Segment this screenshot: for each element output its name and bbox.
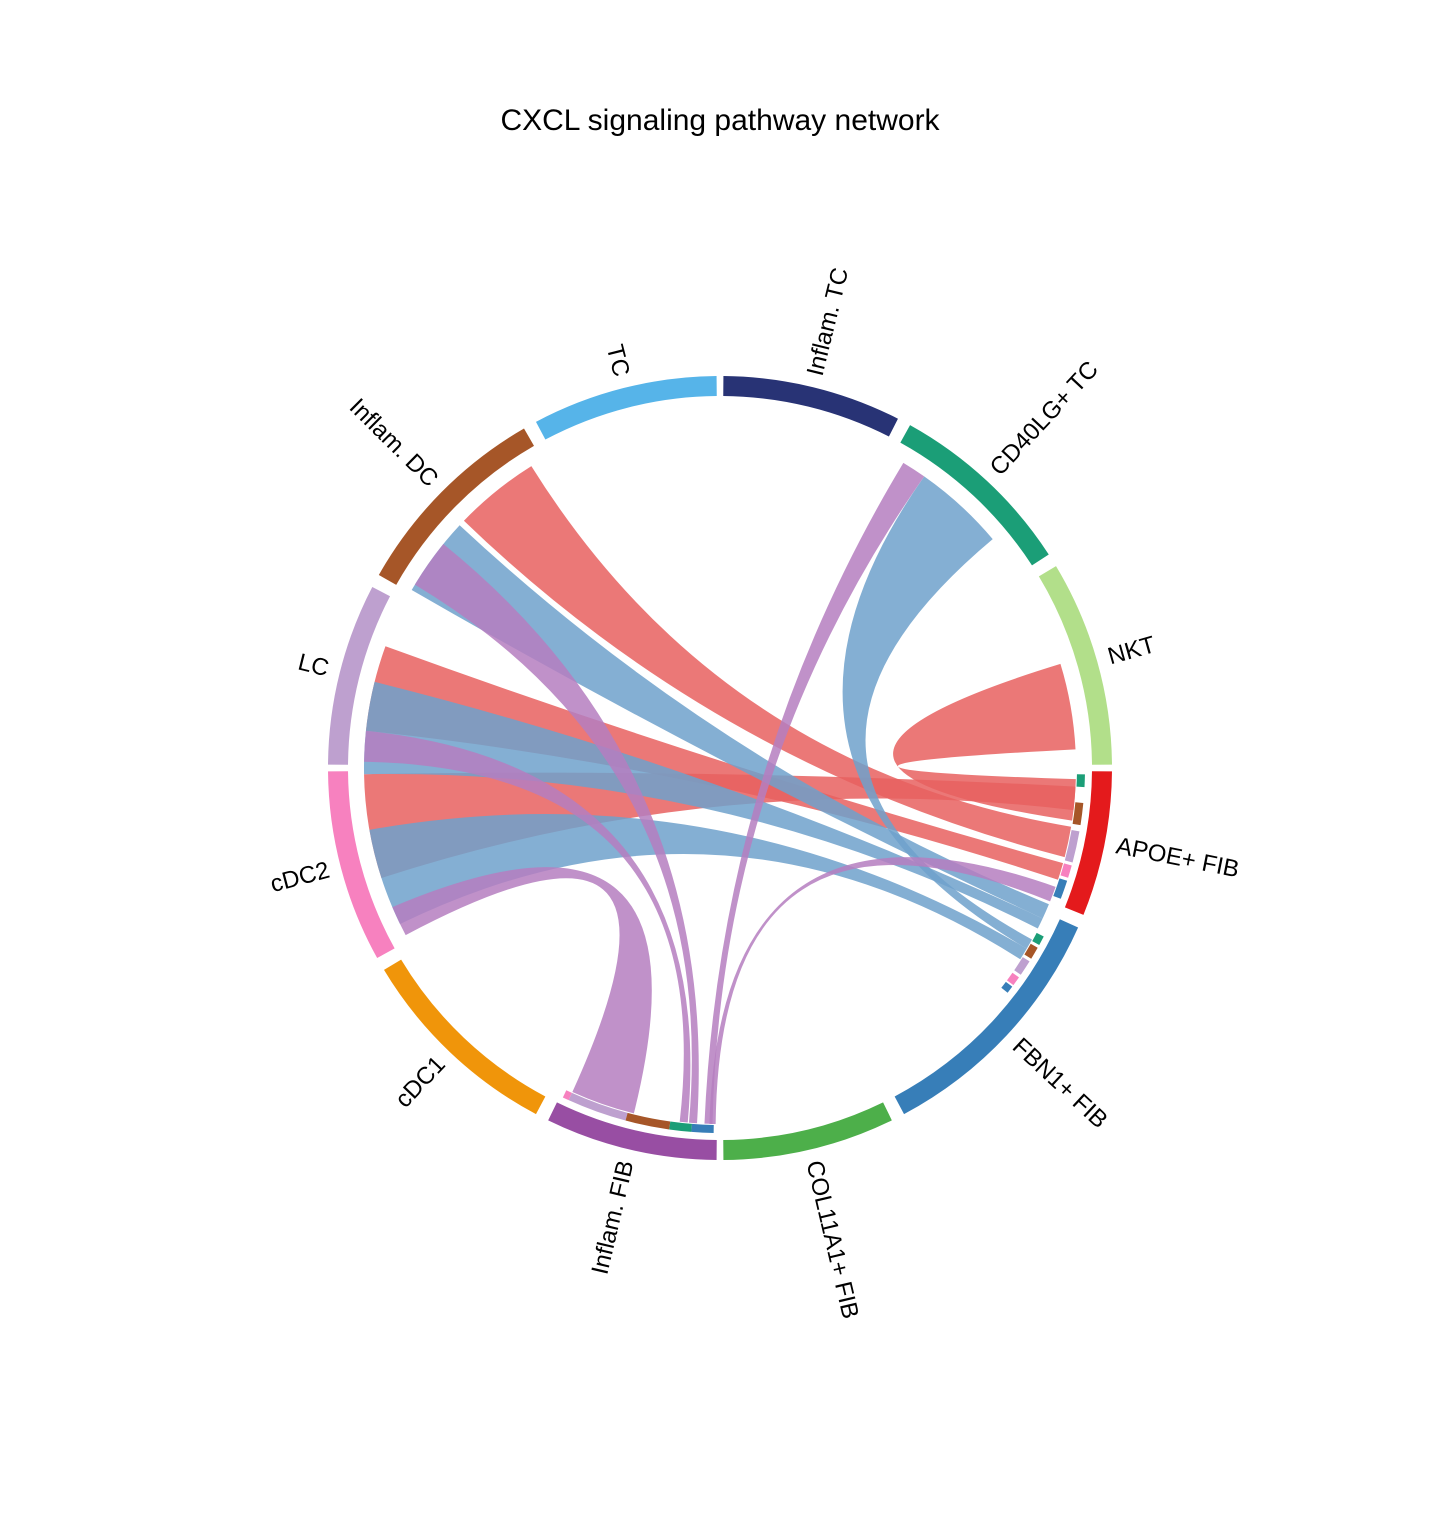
chord-link-apoe-fib-to-inflam-dc (463, 466, 1072, 858)
link-end-marker (1064, 829, 1080, 863)
sector-label-inflam-tc: Inflam. TC (802, 265, 854, 379)
sector-label-col11a1-fib: COL11A1+ FIB (801, 1158, 864, 1322)
sector-label-tc: TC (601, 342, 635, 380)
sector-label-lc: LC (295, 649, 331, 683)
link-end-marker (1006, 972, 1019, 986)
link-end-marker (1076, 774, 1085, 788)
link-end-marker (568, 1092, 628, 1121)
sector-track-apoe-fib (1064, 771, 1112, 915)
sector-track-inflam-dc (378, 428, 534, 585)
sector-label-nkt: NKT (1105, 631, 1159, 670)
sector-label-fbn1-fib: FBN1+ FIB (1007, 1033, 1113, 1134)
sector-track-cdc2 (328, 771, 395, 959)
chord-link-fbn1-fib-to-lc (363, 681, 1043, 929)
sector-label-inflam-dc: Inflam. DC (344, 393, 444, 492)
sector-label-inflam-fib: Inflam. FIB (587, 1158, 640, 1277)
chord-link-inflam-fib-to-inflam-dc (414, 543, 699, 1124)
chord-link-inflam-fib-to-fbn1-fib (709, 857, 1056, 1124)
chord-link-inflam-fib-to-cdc2 (392, 867, 652, 1114)
sector-track-cdc1 (383, 959, 546, 1115)
sector-label-cd40lg-tc: CD40LG+ TC (985, 356, 1104, 481)
sector-track-fbn1-fib (894, 919, 1079, 1115)
link-end-marker (669, 1121, 692, 1132)
sector-track-nkt (1038, 566, 1112, 765)
sector-track-lc (328, 586, 391, 765)
chord-link-apoe-fib-to-cdc2 (364, 772, 1076, 879)
sector-track-cd40lg-tc (900, 425, 1049, 566)
sector-track-inflam-tc (723, 376, 898, 437)
sector-label-apoe-fib: APOE+ FIB (1114, 832, 1242, 883)
link-end-marker (1014, 957, 1030, 975)
sector-label-cdc2: cDC2 (268, 857, 333, 898)
link-end-marker (625, 1112, 671, 1130)
link-end-marker (1032, 932, 1044, 945)
link-end-marker (1072, 802, 1084, 826)
link-end-marker (562, 1090, 572, 1101)
sector-track-tc (535, 376, 717, 440)
link-end-marker (1024, 943, 1038, 959)
sector-track-inflam-fib (548, 1102, 717, 1160)
link-end-marker (1053, 878, 1068, 899)
chart-title: CXCL signaling pathway network (500, 104, 940, 137)
link-end-marker (691, 1123, 714, 1133)
sector-track-col11a1-fib (723, 1102, 892, 1160)
sector-label-cdc1: cDC1 (390, 1051, 451, 1113)
chord-link-fbn1-fib-to-cdc2 (369, 814, 1027, 960)
chord-link-fbn1-fib-to-inflam-dc (411, 525, 1049, 919)
link-end-marker (1060, 863, 1072, 878)
link-end-marker (1001, 981, 1013, 993)
